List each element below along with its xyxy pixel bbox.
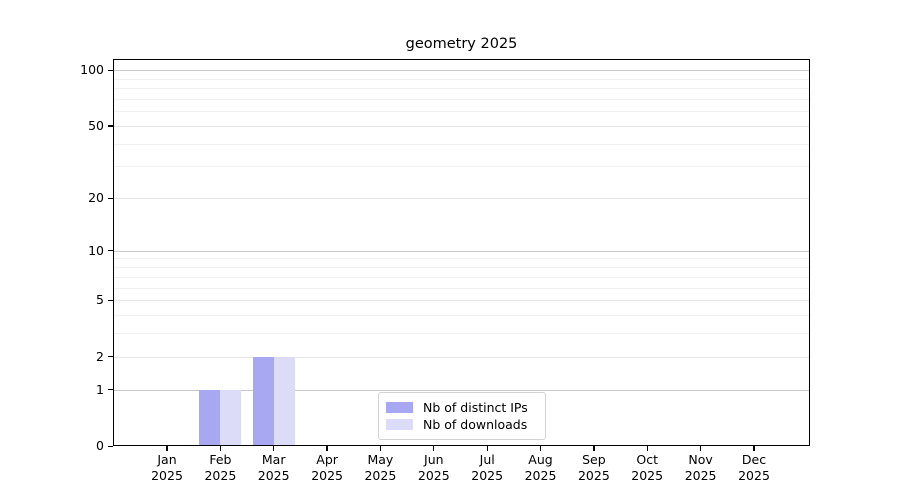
plot-area-border bbox=[113, 59, 810, 446]
x-tick bbox=[326, 446, 328, 451]
y-major-gridline bbox=[114, 356, 809, 358]
bar-downloads bbox=[273, 356, 295, 445]
legend-label: Nb of downloads bbox=[423, 416, 528, 432]
y-tick-label: 20 bbox=[88, 190, 104, 205]
y-tick-label: 5 bbox=[96, 292, 104, 307]
y-tick-label: 100 bbox=[80, 62, 104, 77]
y-tick-label: 10 bbox=[88, 242, 104, 258]
legend-swatch-icon bbox=[386, 418, 413, 430]
x-tick-label: Sep 2025 bbox=[577, 452, 610, 483]
bar-downloads bbox=[220, 389, 242, 445]
y-tick-label: 1 bbox=[96, 381, 104, 397]
x-tick-label: May 2025 bbox=[364, 452, 397, 483]
y-tick-label: 50 bbox=[88, 117, 104, 133]
x-tick-label: Nov 2025 bbox=[684, 452, 717, 483]
x-tick-label: Jan 2025 bbox=[151, 452, 183, 483]
y-tick bbox=[108, 197, 113, 199]
x-tick-label: Mar 2025 bbox=[257, 452, 290, 483]
bar-distinct-ips bbox=[199, 389, 221, 445]
x-tick-label: Aug 2025 bbox=[524, 452, 557, 483]
y-major-gridline bbox=[114, 70, 809, 71]
legend-entry: Nb of distinct IPs bbox=[386, 399, 536, 415]
y-tick-label: 0 bbox=[96, 438, 104, 453]
legend-swatch-icon bbox=[386, 401, 413, 413]
y-minor-gridline bbox=[114, 111, 809, 113]
y-major-gridline bbox=[114, 389, 809, 391]
x-tick-label: Feb 2025 bbox=[204, 452, 237, 483]
legend-entry: Nb of downloads bbox=[386, 416, 536, 432]
x-tick bbox=[273, 446, 275, 451]
y-minor-gridline bbox=[114, 314, 809, 316]
x-tick bbox=[219, 446, 222, 451]
chart-title: geometry 2025 bbox=[405, 36, 518, 52]
y-minor-gridline bbox=[114, 88, 809, 89]
x-tick-label: Jun 2025 bbox=[417, 452, 450, 483]
y-minor-gridline bbox=[114, 287, 809, 289]
x-tick bbox=[539, 446, 542, 451]
y-major-gridline bbox=[114, 125, 809, 127]
x-tick bbox=[379, 446, 382, 451]
y-major-gridline bbox=[114, 250, 809, 252]
y-tick bbox=[108, 445, 113, 447]
legend: Nb of distinct IPs Nb of downloads bbox=[378, 392, 546, 440]
y-major-gridline bbox=[114, 198, 809, 199]
y-minor-gridline bbox=[114, 276, 809, 278]
y-tick bbox=[108, 356, 113, 358]
legend-label: Nb of distinct IPs bbox=[423, 399, 528, 415]
y-minor-gridline bbox=[114, 333, 809, 335]
y-tick bbox=[108, 250, 113, 252]
x-tick bbox=[699, 446, 702, 451]
y-tick bbox=[108, 299, 113, 301]
y-tick bbox=[108, 69, 113, 71]
x-tick bbox=[753, 446, 755, 451]
y-minor-gridline bbox=[114, 267, 809, 268]
x-tick-label: Dec 2025 bbox=[738, 452, 770, 483]
x-tick-label: Apr 2025 bbox=[311, 452, 343, 483]
x-tick-label: Oct 2025 bbox=[631, 452, 664, 483]
x-tick bbox=[433, 446, 435, 451]
y-minor-gridline bbox=[114, 166, 809, 168]
y-minor-gridline bbox=[114, 143, 809, 145]
bar-distinct-ips bbox=[252, 356, 274, 445]
y-minor-gridline bbox=[114, 258, 809, 260]
x-tick-label: Jul 2025 bbox=[471, 452, 504, 483]
x-tick bbox=[166, 446, 168, 451]
y-minor-gridline bbox=[114, 78, 809, 80]
x-tick bbox=[646, 446, 648, 451]
x-tick bbox=[593, 446, 595, 451]
y-tick-label: 2 bbox=[96, 348, 104, 364]
y-minor-gridline bbox=[114, 98, 809, 100]
x-tick bbox=[486, 446, 488, 451]
y-tick bbox=[108, 389, 113, 391]
y-tick bbox=[108, 125, 113, 127]
y-major-gridline bbox=[114, 300, 809, 301]
